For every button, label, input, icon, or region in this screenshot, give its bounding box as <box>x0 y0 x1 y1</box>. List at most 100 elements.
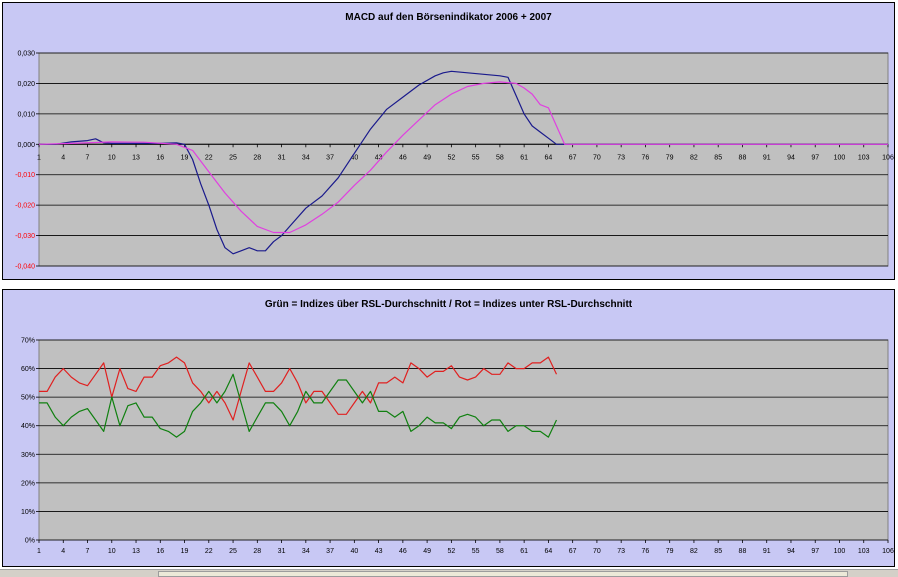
x-tick-label: 31 <box>278 548 286 555</box>
x-tick-label: 40 <box>350 154 358 161</box>
x-tick-label: 43 <box>375 548 383 555</box>
y-tick-label: 70% <box>21 338 35 345</box>
y-tick-label: 0,020 <box>17 81 35 88</box>
x-tick-label: 85 <box>714 154 722 161</box>
y-tick-label: 60% <box>21 366 35 373</box>
macd-chart-title: MACD auf den Börsenindikator 2006 + 2007 <box>345 12 552 23</box>
y-tick-label: 0,000 <box>17 142 35 149</box>
plot-area <box>38 339 889 541</box>
x-tick-label: 49 <box>423 548 431 555</box>
y-tick-label: -0,030 <box>15 233 35 240</box>
x-tick-label: 52 <box>447 154 455 161</box>
series-line-1 <box>39 70 888 255</box>
x-tick-label: 55 <box>472 548 480 555</box>
x-tick-label: 61 <box>520 548 528 555</box>
macd-chart-svg: 0,030 0,020 0,010 0,000 -0,010 -0,020 -0,030 -0… <box>15 51 894 271</box>
x-tick-label: 97 <box>811 548 819 555</box>
x-tick-label: 1 <box>37 154 41 161</box>
x-tick-label: 55 <box>472 154 480 161</box>
x-tick-label: 67 <box>569 548 577 555</box>
x-tick-label: 73 <box>617 154 625 161</box>
x-tick-label: 1 <box>37 548 41 555</box>
x-tick-label: 19 <box>181 154 189 161</box>
x-tick-label: 25 <box>229 548 237 555</box>
x-tick-label: 28 <box>253 154 261 161</box>
x-tick-label: 16 <box>156 154 164 161</box>
x-tick-label: 88 <box>739 154 747 161</box>
x-tick-label: 46 <box>399 154 407 161</box>
x-tick-label: 16 <box>156 548 164 555</box>
x-tick-label: 22 <box>205 548 213 555</box>
rsl-chart-svg: 70% 60% 50% 40% 30% 20% 10% 0%1 4 7 10 13 16 19 22 25 28… <box>21 338 894 556</box>
y-tick-label: 0% <box>25 538 35 545</box>
x-tick-label: 4 <box>61 548 65 555</box>
x-tick-label: 10 <box>108 154 116 161</box>
y-tick-label: 0,010 <box>17 111 35 118</box>
x-tick-label: 82 <box>690 548 698 555</box>
x-tick-label: 106 <box>882 548 894 555</box>
rsl-chart-title: Grün = Indizes über RSL-Durchschnitt / R… <box>264 299 633 310</box>
x-tick-label: 34 <box>302 154 310 161</box>
x-tick-label: 52 <box>447 548 455 555</box>
y-tick-label: 50% <box>21 395 35 402</box>
y-tick-label: 0,030 <box>17 51 35 58</box>
x-tick-label: 43 <box>375 154 383 161</box>
x-tick-label: 106 <box>882 154 894 161</box>
x-tick-label: 46 <box>399 548 407 555</box>
x-tick-label: 40 <box>350 548 358 555</box>
x-tick-label: 28 <box>253 548 261 555</box>
x-tick-label: 79 <box>666 548 674 555</box>
x-tick-label: 94 <box>787 154 795 161</box>
y-tick-label: 10% <box>21 509 35 516</box>
x-tick-label: 31 <box>278 154 286 161</box>
series-line-2 <box>38 81 888 234</box>
y-tick-label: -0,010 <box>15 172 35 179</box>
x-tick-label: 22 <box>205 154 213 161</box>
x-tick-label: 4 <box>61 154 65 161</box>
x-tick-label: 97 <box>811 154 819 161</box>
x-tick-label: 49 <box>423 154 431 161</box>
x-tick-label: 70 <box>593 548 601 555</box>
x-tick-label: 103 <box>858 548 870 555</box>
x-tick-label: 85 <box>714 548 722 555</box>
x-tick-label: 91 <box>763 548 771 555</box>
x-tick-label: 64 <box>545 154 553 161</box>
y-tick-label: -0,020 <box>15 203 35 210</box>
x-tick-label: 76 <box>642 154 650 161</box>
x-tick-label: 58 <box>496 154 504 161</box>
plot-area <box>38 52 889 267</box>
series-line-2 <box>39 373 558 438</box>
x-tick-label: 25 <box>229 154 237 161</box>
x-tick-label: 79 <box>666 154 674 161</box>
x-tick-label: 67 <box>569 154 577 161</box>
x-tick-label: 70 <box>593 154 601 161</box>
x-tick-label: 100 <box>834 548 846 555</box>
x-tick-label: 13 <box>132 154 140 161</box>
y-tick-label: 40% <box>21 423 35 430</box>
x-tick-label: 64 <box>545 548 553 555</box>
x-tick-label: 13 <box>132 548 140 555</box>
x-tick-label: 82 <box>690 154 698 161</box>
rsl-chart-panel: Grün = Indizes über RSL-Durchschnitt / R… <box>2 289 895 567</box>
x-tick-label: 7 <box>86 548 90 555</box>
x-tick-label: 73 <box>617 548 625 555</box>
x-tick-label: 91 <box>763 154 771 161</box>
x-tick-label: 76 <box>642 548 650 555</box>
series-line-1 <box>39 356 558 421</box>
y-tick-label: 30% <box>21 452 35 459</box>
x-tick-label: 19 <box>181 548 189 555</box>
y-tick-label: 20% <box>21 480 35 487</box>
x-tick-label: 88 <box>739 548 747 555</box>
x-tick-label: 34 <box>302 548 310 555</box>
macd-chart-panel: MACD auf den Börsenindikator 2006 + 2007… <box>2 2 895 280</box>
scrollbar-thumb[interactable] <box>158 571 848 577</box>
x-tick-label: 10 <box>108 548 116 555</box>
horizontal-scrollbar[interactable] <box>0 569 898 577</box>
x-tick-label: 94 <box>787 548 795 555</box>
x-tick-label: 37 <box>326 154 334 161</box>
x-tick-label: 37 <box>326 548 334 555</box>
x-tick-label: 103 <box>858 154 870 161</box>
x-tick-label: 58 <box>496 548 504 555</box>
y-tick-label: -0,040 <box>15 264 35 271</box>
x-tick-label: 61 <box>520 154 528 161</box>
